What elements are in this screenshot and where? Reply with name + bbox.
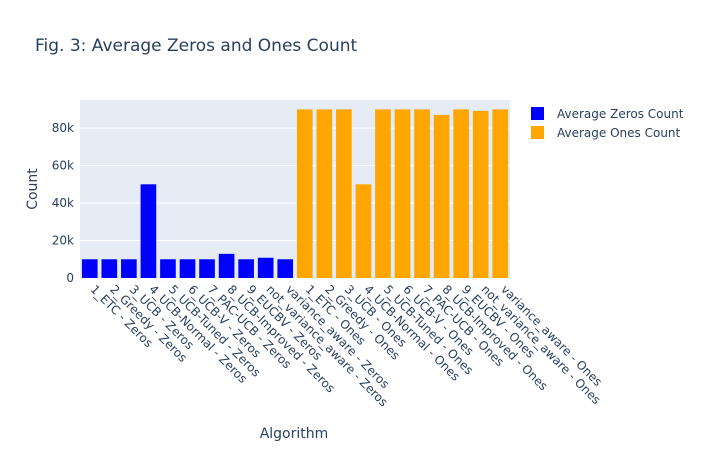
y-tick-label: 40k <box>52 196 74 210</box>
bar-ones[interactable] <box>296 109 313 278</box>
y-tick-label: 20k <box>52 234 74 248</box>
bar-ones[interactable] <box>433 114 450 278</box>
bar-ones[interactable] <box>492 109 509 278</box>
y-axis-ticks: 0 20k 40k 60k 80k <box>52 121 74 285</box>
bar-ones[interactable] <box>414 109 430 278</box>
y-tick-label: 80k <box>52 121 74 135</box>
bar-zeros[interactable] <box>257 257 274 278</box>
bars <box>81 109 509 278</box>
bar-zeros[interactable] <box>160 259 176 278</box>
y-tick-label: 60k <box>52 159 74 173</box>
bar-ones[interactable] <box>355 184 372 278</box>
bar-ones[interactable] <box>394 109 411 278</box>
bar-zeros[interactable] <box>179 259 196 278</box>
legend-swatch[interactable] <box>531 126 544 139</box>
bar-zeros[interactable] <box>277 259 294 278</box>
bar-ones[interactable] <box>375 109 391 278</box>
bar-zeros[interactable] <box>238 259 254 278</box>
legend-swatch[interactable] <box>531 107 544 120</box>
bar-ones[interactable] <box>453 109 469 278</box>
chart-title: Fig. 3: Average Zeros and Ones Count <box>35 36 357 56</box>
bar-ones[interactable] <box>472 110 489 278</box>
bar-zeros[interactable] <box>199 259 215 278</box>
legend-label[interactable]: Average Zeros Count <box>557 107 684 121</box>
bar-zeros[interactable] <box>81 259 98 278</box>
bar-zeros[interactable] <box>121 259 137 278</box>
bar-zeros[interactable] <box>101 259 118 278</box>
legend-label[interactable]: Average Ones Count <box>557 126 681 140</box>
bar-zeros[interactable] <box>140 184 157 278</box>
bar-ones[interactable] <box>316 109 333 278</box>
legend[interactable]: Average Zeros Count Average Ones Count <box>531 107 684 140</box>
x-axis-label: Algorithm <box>260 426 329 442</box>
bar-zeros[interactable] <box>218 253 235 278</box>
y-axis-label: Count <box>25 168 41 210</box>
y-tick-label: 0 <box>66 271 74 285</box>
bar-ones[interactable] <box>336 109 352 278</box>
